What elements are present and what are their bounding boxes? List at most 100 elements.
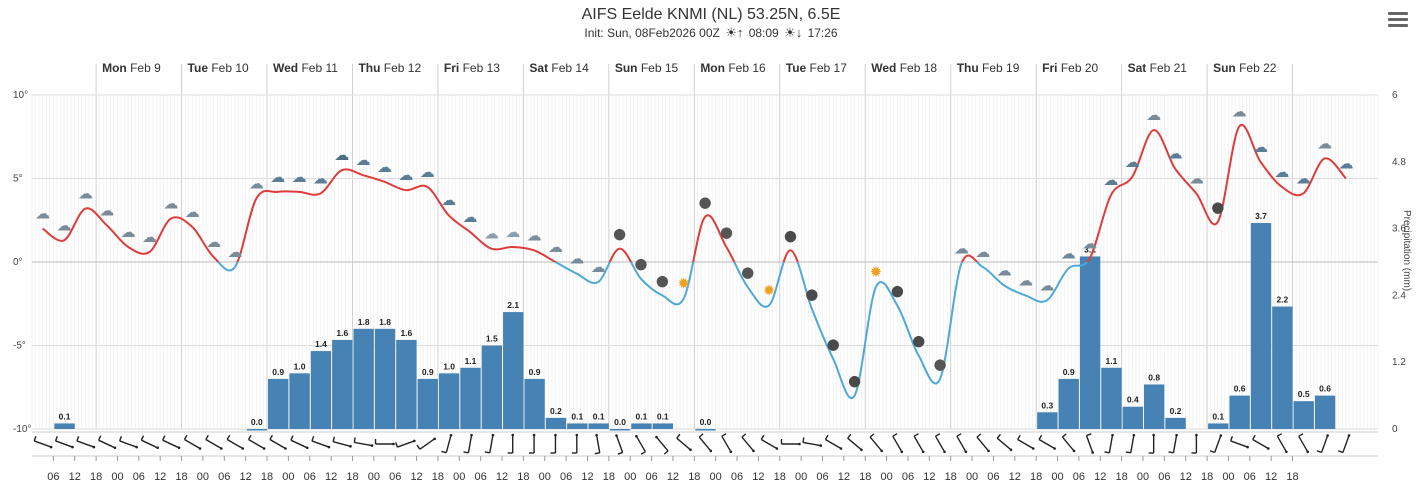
- precip-bar: [545, 417, 567, 429]
- wind-barb: [892, 433, 904, 454]
- day-label-date: Feb 9: [130, 61, 161, 75]
- sunrise-icon: ☀↑: [725, 25, 744, 40]
- precip-bar: [268, 378, 289, 429]
- precip-bar-label: 2.1: [507, 300, 519, 310]
- wind-barb-shaft: [55, 440, 73, 448]
- day-label: Sun Feb 22: [1213, 61, 1277, 75]
- wind-barb: [1148, 433, 1155, 454]
- wind-barb-flag: [976, 433, 982, 438]
- wind-barb-dot: [554, 433, 557, 437]
- wind-barb-shaft: [615, 435, 624, 453]
- wind-barb-dot: [511, 433, 515, 437]
- wind-barb-dot: [1009, 448, 1013, 452]
- wind-barb: [353, 437, 374, 447]
- precip-bar-label: 0.4: [1127, 395, 1139, 405]
- cloudy-icon: ☁: [78, 185, 93, 203]
- wind-barb: [847, 433, 863, 452]
- wind-barb-dot: [284, 447, 287, 450]
- wind-barb-flag: [332, 436, 336, 442]
- moon-cloud-icon: ●: [720, 223, 733, 241]
- wind-barb-flag: [1252, 434, 1256, 440]
- hour-tick-label: 00: [111, 471, 123, 483]
- wind-barb: [721, 433, 733, 454]
- precip-bar-label: 0.5: [1298, 389, 1310, 399]
- wind-barb-dot: [1219, 434, 1223, 437]
- wind-barb-flag: [760, 434, 765, 440]
- wind-barb: [615, 434, 624, 455]
- sunset-time: 17:26: [807, 26, 838, 40]
- precip-bar-label: 1.6: [336, 328, 348, 338]
- wind-barb-shaft: [248, 438, 265, 450]
- wind-barb-shaft: [489, 435, 494, 453]
- hamburger-menu-icon[interactable]: [1388, 12, 1408, 28]
- wind-barb-flag: [247, 434, 252, 440]
- precip-bar: [460, 367, 481, 429]
- wind-barb: [1337, 434, 1351, 454]
- y-right-tick: 0: [1392, 424, 1398, 435]
- precip-bar: [310, 351, 332, 429]
- moon-icon: ●: [891, 281, 904, 299]
- wind-barb-shaft: [595, 435, 601, 453]
- day-label: Fri Feb 20: [1042, 61, 1098, 75]
- wind-barb-shaft: [913, 435, 924, 453]
- wind-barb-flag: [1017, 434, 1021, 440]
- day-label-date: Feb 15: [641, 61, 679, 75]
- rain-icon: ☁: [1274, 163, 1289, 181]
- wind-barb-dot: [921, 450, 925, 454]
- wind-barb: [441, 434, 453, 454]
- rain-icon: ☁: [270, 168, 285, 186]
- hour-tick-label: 12: [154, 471, 166, 483]
- rain-icon: ☁: [313, 170, 328, 188]
- wind-barb: [1316, 434, 1329, 454]
- precip-bar: [374, 328, 396, 429]
- chart-subtitle: Init: Sun, 08Feb2026 00Z ☀↑ 08:09 ☀↓ 17:…: [0, 25, 1422, 41]
- precip-bar-label: 1.6: [400, 328, 412, 338]
- wind-barb-flag: [416, 444, 421, 450]
- cloudy-icon: ☁: [1146, 106, 1161, 124]
- wind-barb-shaft: [1061, 436, 1075, 452]
- wind-barb-flag: [441, 450, 447, 454]
- rain-icon: ☁: [292, 168, 307, 186]
- wind-barb-dot: [1175, 433, 1178, 437]
- wind-barb-dot: [156, 446, 159, 450]
- day-label: Thu Feb 12: [358, 61, 421, 75]
- day-label: Wed Feb 18: [871, 61, 937, 75]
- sun-icon: ✹: [870, 263, 883, 281]
- hour-tick-label: 00: [197, 471, 209, 483]
- wind-barb: [550, 433, 557, 454]
- hour-tick-label: 18: [688, 471, 700, 483]
- hour-tick-label: 12: [581, 471, 593, 483]
- wind-barb: [463, 433, 473, 454]
- hour-tick-label: 06: [304, 471, 316, 483]
- cloudy-icon: ☁: [121, 223, 136, 241]
- wind-barb: [54, 435, 74, 449]
- wind-barb: [1191, 433, 1198, 454]
- cloudy-icon: ☁: [35, 205, 50, 223]
- wind-barb-dot: [1091, 451, 1094, 454]
- wind-barb-flag: [54, 435, 58, 442]
- cloudy-icon: ☁: [206, 233, 221, 251]
- hour-tick-label: 12: [1180, 471, 1192, 483]
- moon-icon: ●: [805, 285, 818, 303]
- day-label-date: Feb 12: [384, 61, 422, 75]
- precip-bar: [246, 429, 268, 431]
- wind-barb: [1252, 434, 1270, 450]
- precip-bar-label: 0.9: [529, 367, 541, 377]
- hour-tick-label: 06: [816, 471, 828, 483]
- snow-icon: ☁: [505, 223, 520, 241]
- wind-barb-flag: [226, 434, 231, 440]
- wind-barb: [140, 435, 159, 450]
- precip-bar: [481, 345, 503, 429]
- sun-cloud-icon: ✹: [677, 275, 690, 293]
- wind-barb-flag: [847, 433, 852, 439]
- snow-icon: ☁: [484, 225, 499, 243]
- wind-barb-flag: [935, 433, 941, 437]
- precip-bar: [524, 378, 545, 429]
- wind-barb-flag: [617, 451, 623, 455]
- cloudy-icon: ☁: [185, 203, 200, 221]
- wind-barb-shaft: [1252, 438, 1269, 450]
- rain-icon: ☁: [1253, 138, 1268, 156]
- precip-bar: [1293, 401, 1314, 429]
- wind-barb-flag: [1086, 433, 1092, 437]
- wind-barb: [76, 435, 96, 449]
